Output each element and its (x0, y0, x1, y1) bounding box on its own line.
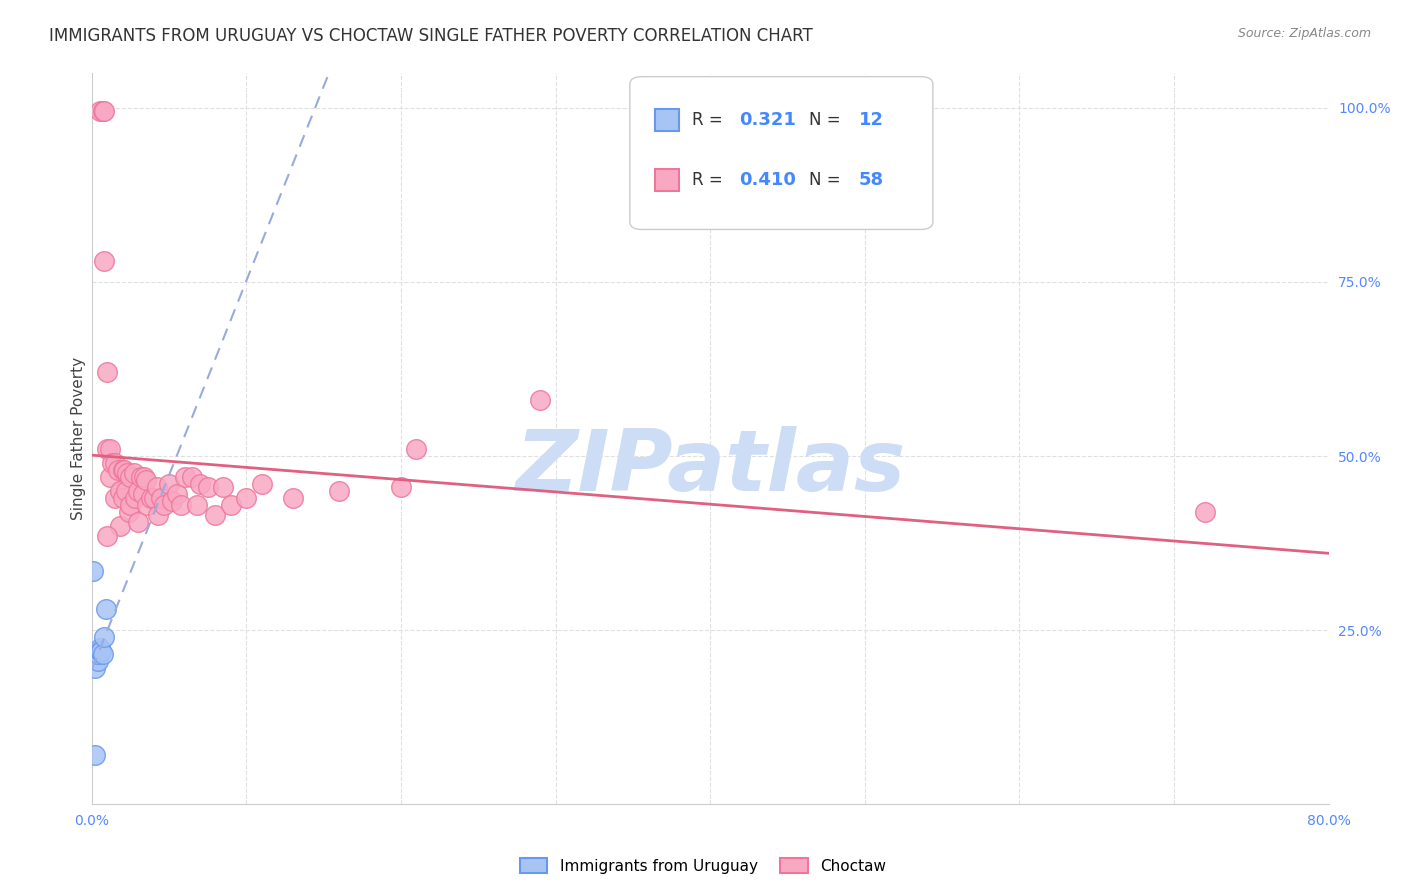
Point (98, 470, 121, 484)
Point (96, 442, 118, 456)
Point (112, 463, 135, 477)
Point (107, 463, 129, 477)
Point (120, 498, 142, 512)
Text: R =: R = (692, 111, 728, 128)
Point (250, 476, 273, 491)
Point (104, 456, 127, 470)
Point (153, 498, 176, 512)
Point (82, 564, 104, 578)
Point (87, 655, 110, 669)
Text: N =: N = (810, 170, 846, 189)
Point (111, 463, 134, 477)
Text: 58: 58 (859, 170, 884, 189)
Point (114, 483, 136, 498)
Point (93, 104, 115, 119)
Point (181, 470, 204, 484)
Point (83, 748, 105, 763)
Point (101, 456, 124, 470)
Point (328, 483, 350, 498)
Point (94, 602, 117, 616)
Point (188, 476, 211, 491)
Point (96, 529, 118, 543)
Y-axis label: Single Father Poverty: Single Father Poverty (72, 357, 86, 520)
Point (135, 474, 157, 488)
FancyBboxPatch shape (630, 77, 932, 229)
FancyBboxPatch shape (655, 169, 679, 191)
Point (93, 254, 115, 268)
Point (136, 498, 159, 512)
Point (529, 393, 551, 408)
Point (127, 483, 149, 498)
Point (166, 487, 188, 501)
Point (89, 104, 111, 119)
Text: 12: 12 (859, 111, 883, 128)
Point (150, 491, 173, 505)
Point (91, 648, 114, 662)
Point (127, 515, 149, 529)
Point (96, 366, 118, 380)
Point (89, 640, 111, 655)
Point (1194, 505, 1216, 519)
Point (98, 442, 121, 456)
Point (86, 648, 108, 662)
Point (134, 470, 156, 484)
Text: ZIPatlas: ZIPatlas (515, 426, 905, 509)
Point (118, 505, 141, 519)
Text: Source: ZipAtlas.com: Source: ZipAtlas.com (1237, 27, 1371, 40)
Point (90, 644, 112, 658)
Point (89, 644, 111, 658)
Text: 0.410: 0.410 (738, 170, 796, 189)
Point (142, 491, 165, 505)
Point (212, 480, 235, 494)
Point (108, 518, 131, 533)
Point (124, 491, 146, 505)
Point (108, 483, 131, 498)
Point (93, 630, 115, 644)
Point (111, 491, 134, 505)
Text: R =: R = (692, 170, 728, 189)
Text: 0.321: 0.321 (738, 111, 796, 128)
Point (219, 498, 242, 512)
Point (281, 491, 304, 505)
Point (87, 648, 110, 662)
FancyBboxPatch shape (655, 109, 679, 131)
Point (405, 442, 427, 456)
Point (235, 491, 257, 505)
Point (170, 498, 193, 512)
Point (117, 467, 139, 481)
Point (104, 491, 127, 505)
Point (83, 661, 105, 675)
Point (122, 467, 145, 481)
Point (160, 494, 183, 508)
Point (186, 498, 208, 512)
Point (173, 470, 195, 484)
Point (129, 470, 152, 484)
Point (148, 508, 170, 523)
Text: IMMIGRANTS FROM URUGUAY VS CHOCTAW SINGLE FATHER POVERTY CORRELATION CHART: IMMIGRANTS FROM URUGUAY VS CHOCTAW SINGL… (49, 27, 813, 45)
Legend: Immigrants from Uruguay, Choctaw: Immigrants from Uruguay, Choctaw (513, 852, 893, 880)
Point (197, 480, 219, 494)
Point (157, 476, 180, 491)
Text: N =: N = (810, 111, 846, 128)
Point (132, 487, 155, 501)
Point (139, 491, 162, 505)
Point (389, 480, 412, 494)
Point (91, 104, 114, 119)
Point (120, 470, 142, 484)
Point (145, 480, 167, 494)
Point (204, 508, 226, 523)
